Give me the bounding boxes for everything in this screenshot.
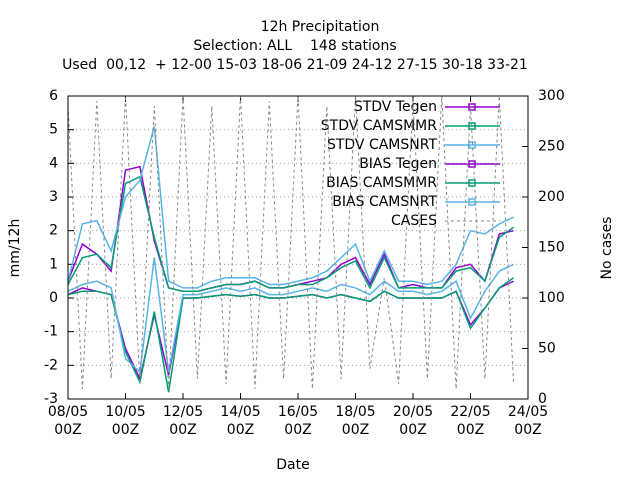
y-tick-label: 4 <box>49 155 58 171</box>
series-line <box>67 126 514 289</box>
y2-tick-label: 200 <box>538 189 565 205</box>
legend-marker <box>468 160 476 168</box>
y2-tick-label: 50 <box>538 341 556 357</box>
y-axis-label: mm/12h <box>7 219 23 278</box>
legend-label: STDV CAMSNRT <box>327 137 438 153</box>
y-tick-label: 3 <box>49 189 58 205</box>
x-axis-label: Date <box>276 457 309 473</box>
series-line <box>67 175 515 293</box>
x-tick-label: 08/05 <box>48 404 88 420</box>
x-tick-label: 20/05 <box>393 404 433 420</box>
x-tick-label: 14/05 <box>220 404 260 420</box>
y-tick-label: -3 <box>44 391 58 407</box>
legend-marker <box>468 198 476 206</box>
y-tick-label: 0 <box>49 290 58 306</box>
legend-marker <box>468 122 476 130</box>
x-tick-label: 00Z <box>284 422 311 438</box>
series-line <box>67 95 515 389</box>
x-tick-label: 00Z <box>54 422 81 438</box>
x-tick-label: 10/05 <box>105 404 145 420</box>
x-tick-label: 12/05 <box>163 404 203 420</box>
x-tick-label: 00Z <box>112 422 139 438</box>
x-tick-label: 00Z <box>457 422 484 438</box>
series-line <box>67 277 515 393</box>
y-tick-label: 1 <box>49 256 58 272</box>
y2-tick-label: 100 <box>538 290 565 306</box>
x-tick-label: 22/05 <box>450 404 490 420</box>
legend-label: CASES <box>391 213 437 229</box>
legend-label: STDV Tegen <box>354 99 437 115</box>
y-tick-label: 2 <box>49 223 58 239</box>
x-tick-label: 00Z <box>514 422 541 438</box>
x-tick-label: 16/05 <box>278 404 318 420</box>
legend-label: STDV CAMSMMR <box>321 118 437 134</box>
series-line <box>67 257 514 374</box>
y-tick-label: 6 <box>49 88 58 104</box>
x-tick-label: 00Z <box>342 422 369 438</box>
y-tick-label: 5 <box>49 122 58 138</box>
y2-tick-label: 150 <box>538 240 565 256</box>
chart-subtitle: Selection: ALL 148 stations <box>193 38 396 54</box>
y2-tick-label: 0 <box>538 391 547 407</box>
y-tick-label: -1 <box>44 324 58 340</box>
x-tick-label: 00Z <box>227 422 254 438</box>
legend-label: BIAS CAMSMMR <box>326 175 437 191</box>
chart-title: 12h Precipitation <box>261 19 380 35</box>
legend-label: BIAS CAMSNRT <box>332 194 437 210</box>
y-tick-label: -2 <box>44 357 58 373</box>
plot-frame <box>67 95 529 400</box>
x-tick-label: 00Z <box>399 422 426 438</box>
legend-marker <box>468 103 476 111</box>
legend-marker <box>468 179 476 187</box>
x-tick-label: 00Z <box>169 422 196 438</box>
x-tick-label: 18/05 <box>335 404 375 420</box>
legend-label: BIAS Tegen <box>359 156 437 172</box>
y2-axis-label: No cases <box>599 217 615 280</box>
y2-tick-label: 300 <box>538 88 565 104</box>
x-tick-label: 24/05 <box>508 404 548 420</box>
chart-note: Used 00,12 + 12-00 15-03 18-06 21-09 24-… <box>62 57 528 73</box>
y2-tick-label: 250 <box>538 139 565 155</box>
